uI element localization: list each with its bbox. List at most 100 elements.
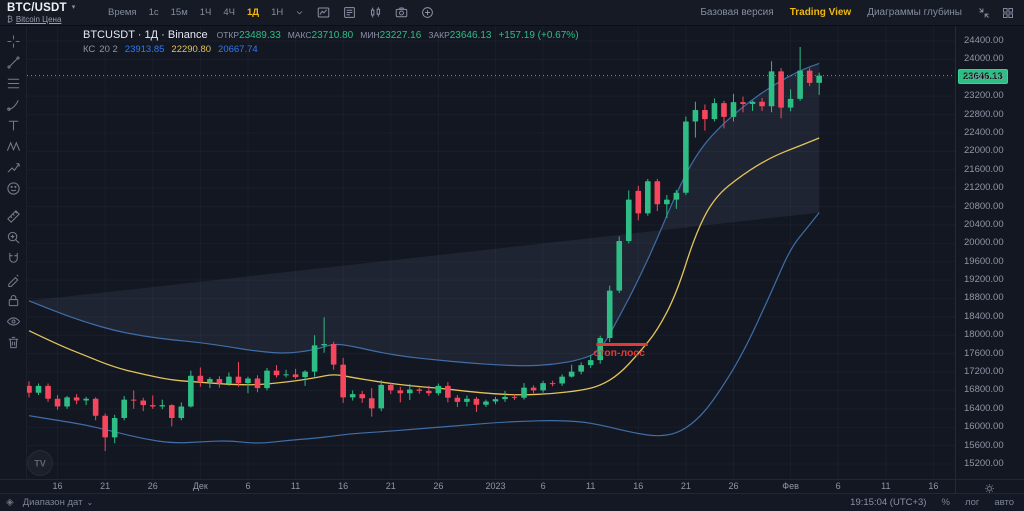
- time-tick-label: 6: [245, 481, 251, 491]
- price-tick-label: 15200.00: [964, 458, 1004, 469]
- interval-button-1Н[interactable]: 1Н: [271, 7, 284, 18]
- time-label: Время: [108, 7, 137, 18]
- axis-separator: [955, 480, 956, 494]
- magnet-icon[interactable]: [2, 248, 24, 269]
- time-tick-label: 16: [633, 481, 644, 491]
- log-scale-button[interactable]: лог: [964, 497, 980, 508]
- price-tick-label: 16800.00: [964, 384, 1004, 396]
- view-mode-links: Базовая версия Trading View Диаграммы глуб…: [700, 7, 962, 18]
- symbol-title[interactable]: BTC/USDT: [7, 2, 67, 14]
- axis-settings-gear-icon[interactable]: [984, 481, 995, 499]
- grid-icon[interactable]: [1002, 7, 1014, 19]
- price-tick-label: 24400.00: [964, 35, 1004, 46]
- bitcoin-icon: ₿: [7, 15, 13, 24]
- text-icon[interactable]: [2, 115, 24, 136]
- price-chart[interactable]: TV стоп-лосс: [27, 26, 955, 479]
- eye-icon[interactable]: [2, 311, 24, 332]
- time-tick-label: 6: [835, 481, 841, 491]
- indicators-icon[interactable]: [343, 6, 356, 19]
- time-tick-label: 16: [928, 481, 939, 491]
- price-tick-label: 21200.00: [964, 182, 1004, 194]
- view-link-базовая-версия[interactable]: Базовая версия: [700, 7, 774, 18]
- plus-circle-icon[interactable]: [421, 6, 434, 19]
- price-tick-label: 16000.00: [964, 421, 1004, 433]
- time-tick-label: 11: [586, 481, 596, 491]
- svg-text:стоп-лосс: стоп-лосс: [593, 347, 645, 359]
- bitcoin-price-link[interactable]: Bitcoin Цена: [15, 15, 62, 24]
- header-right: Базовая версия Trading View Диаграммы глуб…: [700, 0, 1024, 25]
- interval-button-4Ч[interactable]: 4Ч: [223, 7, 235, 18]
- interval-button-15м[interactable]: 15м: [170, 7, 188, 18]
- price-tick-label: 19600.00: [964, 255, 1004, 267]
- emoji-icon[interactable]: [2, 178, 24, 199]
- auto-scale-button[interactable]: авто: [994, 497, 1014, 508]
- clock: 19:15:04 (UTC+3): [850, 497, 927, 508]
- price-tick-label: 16400.00: [964, 402, 1004, 414]
- time-tick-label: 11: [881, 481, 891, 491]
- xabcd-pattern-icon[interactable]: [2, 136, 24, 157]
- zoom-in-icon[interactable]: [2, 227, 24, 248]
- time-tick-label: 16: [52, 481, 63, 491]
- percent-scale-button[interactable]: %: [941, 497, 950, 508]
- date-range-button[interactable]: Диапазон дат ⌄: [23, 497, 93, 508]
- bottom-status-bar: ◈ Диапазон дат ⌄ 19:15:04 (UTC+3) % лог …: [0, 493, 1024, 511]
- chart-style-icon[interactable]: [317, 6, 330, 19]
- price-axis[interactable]: 23646.13 24400.00 24000.00 23600.00 23200.0…: [955, 26, 1024, 479]
- time-tick-label: 21: [100, 481, 111, 491]
- interval-button-1Д[interactable]: 1Д: [247, 7, 260, 18]
- price-tick-label: 18400.00: [964, 310, 1004, 322]
- interval-buttons: 1с 15м 1Ч 4Ч 1Д 1Н: [149, 7, 284, 18]
- chart-toolbar-icons: [295, 6, 434, 19]
- interval-toolbar: Время 1с 15м 1Ч 4Ч 1Д 1Н: [108, 0, 434, 25]
- stop-loss-annotation[interactable]: стоп-лосс: [593, 342, 648, 359]
- time-tick-label: 21: [385, 481, 396, 491]
- compare-candles-icon[interactable]: [369, 6, 382, 19]
- crosshair-icon[interactable]: [2, 31, 24, 52]
- interval-button-1Ч[interactable]: 1Ч: [199, 7, 212, 18]
- view-link-диаграммы-глубины[interactable]: Диаграммы глубины: [867, 7, 962, 18]
- candles-layer: [27, 46, 822, 452]
- chart-pane[interactable]: TV стоп-лосс BTCUSDT · 1Д · Binance ОТКР23…: [27, 26, 955, 479]
- forecast-icon[interactable]: [2, 157, 24, 178]
- brush-icon[interactable]: [2, 94, 24, 115]
- last-price-label: 23646.13: [958, 68, 1008, 84]
- grid-layer: [27, 26, 955, 479]
- interval-button-1с[interactable]: 1с: [148, 7, 159, 18]
- price-tick-label: 24000.00: [964, 53, 1004, 65]
- price-tick-label: 17600.00: [964, 347, 1004, 359]
- fib-retracement-icon[interactable]: [2, 73, 24, 94]
- price-tick-label: 22400.00: [964, 126, 1004, 138]
- measure-icon[interactable]: [2, 206, 24, 227]
- date-range-caret-icon: ⌄: [86, 498, 94, 507]
- price-tick-label: 23200.00: [964, 90, 1004, 102]
- pencil-ruler-icon[interactable]: [2, 269, 24, 290]
- price-tick-label: 21600.00: [964, 163, 1004, 175]
- trend-line-icon[interactable]: [2, 52, 24, 73]
- lock-icon[interactable]: [2, 290, 24, 311]
- price-tick-label: 19200.00: [964, 274, 1004, 286]
- trash-icon[interactable]: [2, 332, 24, 353]
- time-axis[interactable]: 16 21 26 Дек 6 11 16 21 26 2023 6 11 16 21 26 Фев 6 11 16: [0, 479, 1024, 494]
- view-link-trading-view[interactable]: Trading View: [789, 7, 852, 18]
- time-tick-label: Дек: [192, 481, 208, 491]
- price-tick-label: 22000.00: [964, 145, 1004, 157]
- time-tick-label: 11: [290, 481, 301, 491]
- time-tick-label: 6: [540, 481, 546, 491]
- price-tick-label: 18000.00: [964, 329, 1004, 341]
- interval-caret-icon[interactable]: [295, 8, 304, 17]
- svg-text:TV: TV: [34, 459, 46, 469]
- diamond-icon[interactable]: ◈: [6, 497, 14, 508]
- main-area: TV стоп-лосс BTCUSDT · 1Д · Binance ОТКР23…: [0, 26, 1024, 479]
- price-tick-label: 20000.00: [964, 237, 1004, 249]
- keltner-channel: [28, 62, 820, 444]
- price-tick-label: 15600.00: [964, 439, 1004, 451]
- price-tick-label: 20400.00: [964, 218, 1004, 230]
- price-tick-label: 18800.00: [964, 292, 1004, 304]
- collapse-icon[interactable]: [978, 7, 990, 19]
- time-tick-label: 26: [147, 481, 158, 491]
- symbol-block[interactable]: BTC/USDT ▾ ₿ Bitcoin Цена: [0, 0, 104, 25]
- time-tick-label: 2023: [485, 481, 506, 491]
- symbol-caret-icon[interactable]: ▾: [71, 4, 76, 11]
- camera-icon[interactable]: [395, 6, 408, 19]
